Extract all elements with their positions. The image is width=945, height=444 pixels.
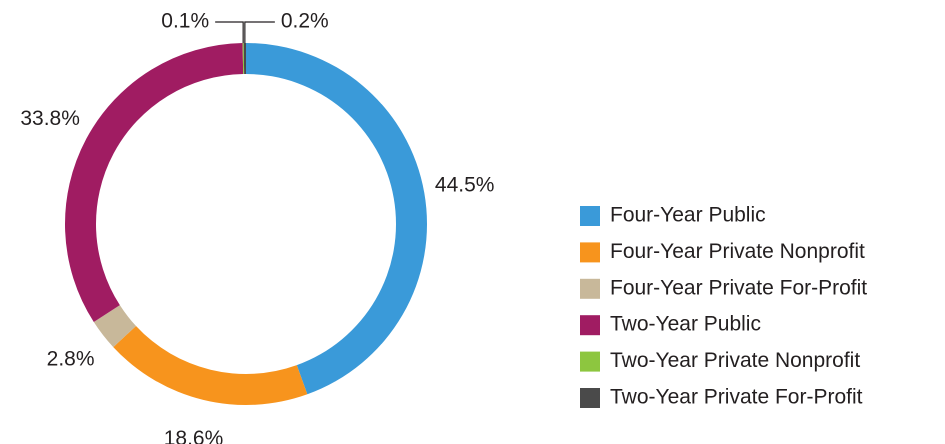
donut-segment — [113, 325, 308, 405]
legend-swatch — [580, 242, 600, 263]
data-label: 2.8% — [47, 348, 95, 371]
donut-segment — [93, 305, 137, 348]
donut-segment — [65, 43, 244, 322]
data-label: 33.8% — [20, 107, 80, 130]
legend-label: Two-Year Private Nonprofit — [610, 349, 860, 372]
data-label: 0.2% — [281, 10, 329, 33]
data-label: 44.5% — [435, 173, 495, 196]
legend-label: Two-Year Public — [610, 313, 761, 336]
legend-swatch — [580, 351, 600, 372]
legend-swatch — [580, 278, 600, 299]
legend-label: Two-Year Private For-Profit — [610, 386, 863, 409]
donut-segment — [242, 43, 245, 75]
legend-label: Four-Year Private Nonprofit — [610, 240, 865, 263]
legend-label: Four-Year Public — [610, 204, 766, 227]
leader-line — [215, 21, 244, 44]
data-label: 18.6% — [164, 427, 224, 444]
legend-swatch — [580, 206, 600, 226]
donut-segment — [243, 43, 246, 75]
legend-swatch — [580, 315, 600, 336]
legend-label: Four-Year Private For-Profit — [610, 276, 867, 299]
leader-line — [244, 21, 275, 44]
donut-segment — [246, 43, 427, 395]
legend-swatch — [580, 388, 600, 408]
data-label: 0.1% — [161, 10, 209, 33]
